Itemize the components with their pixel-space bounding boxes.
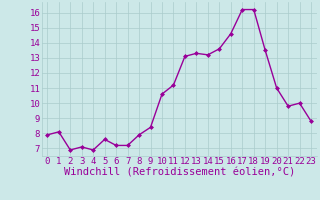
- X-axis label: Windchill (Refroidissement éolien,°C): Windchill (Refroidissement éolien,°C): [64, 168, 295, 178]
